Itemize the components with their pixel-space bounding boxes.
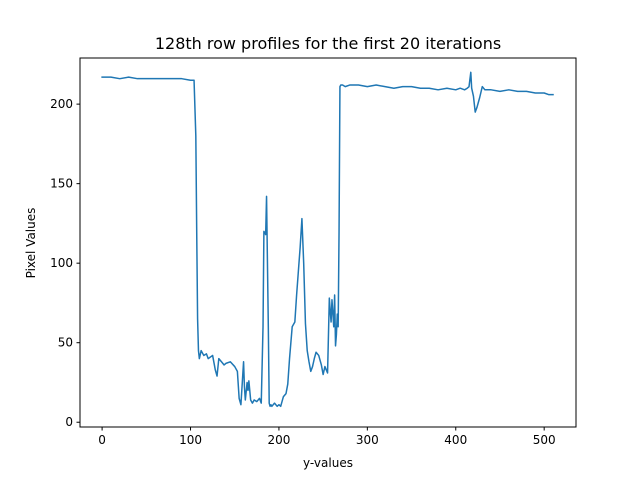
x-tick-label: 400 <box>444 433 467 447</box>
y-tick-label: 50 <box>58 336 73 350</box>
x-axis-ticks: 0 100 200 300 400 500 <box>98 427 556 447</box>
x-tick-label: 0 <box>98 433 106 447</box>
plot-area <box>79 57 577 428</box>
y-axis-ticks: 0 50 100 150 200 <box>50 97 80 429</box>
x-axis-label: y-values <box>303 456 353 470</box>
y-tick-label: 200 <box>50 97 73 111</box>
chart-title: 128th row profiles for the first 20 iter… <box>155 34 501 53</box>
y-tick-label: 150 <box>50 177 73 191</box>
x-tick-label: 200 <box>267 433 290 447</box>
x-tick-label: 300 <box>356 433 379 447</box>
y-tick-label: 0 <box>65 415 73 429</box>
axes-frame <box>79 57 577 428</box>
y-tick-label: 100 <box>50 256 73 270</box>
series-line-0 <box>101 71 554 408</box>
x-tick-label: 500 <box>533 433 556 447</box>
x-tick-label: 100 <box>179 433 202 447</box>
y-axis-label: Pixel Values <box>24 208 38 279</box>
